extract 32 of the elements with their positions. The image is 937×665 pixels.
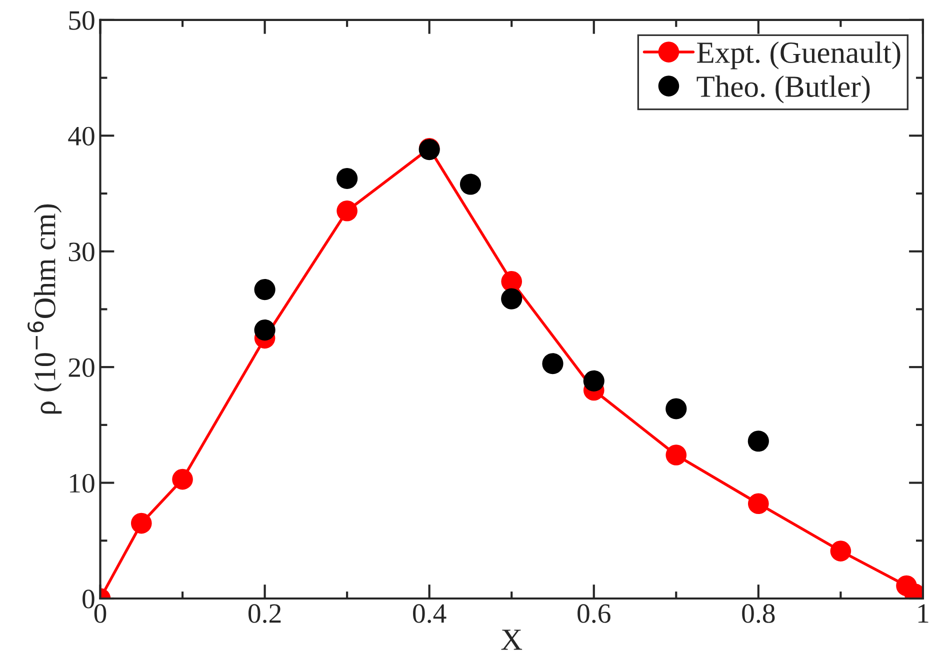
y-tick-label: 50 bbox=[69, 11, 94, 30]
point bbox=[748, 430, 769, 452]
x-tick-label: 1 bbox=[918, 604, 928, 623]
y-tick-label: 30 bbox=[68, 242, 94, 262]
legend-label: Theo. (Butler) bbox=[696, 76, 870, 104]
x-tick-label: 0.4 bbox=[413, 604, 446, 624]
y-tick-label: 10 bbox=[70, 474, 94, 493]
point bbox=[172, 468, 193, 490]
y-axis-title: ρ (10$^{−6}$Ohm cm) bbox=[28, 204, 62, 414]
point bbox=[254, 320, 276, 341]
point bbox=[254, 279, 276, 300]
point bbox=[748, 493, 769, 514]
point bbox=[542, 353, 564, 374]
x-tick-label: 0 bbox=[94, 604, 106, 623]
x-tick-label: 0.2 bbox=[248, 604, 281, 624]
point bbox=[666, 398, 687, 420]
y-tick-label: 20 bbox=[68, 358, 94, 377]
point bbox=[460, 174, 481, 195]
point bbox=[501, 271, 522, 292]
x-axis-title: X bbox=[501, 630, 522, 650]
point bbox=[501, 288, 522, 310]
y-tick-label: 40 bbox=[68, 126, 94, 146]
point bbox=[583, 370, 604, 392]
y-tick-label: 0 bbox=[82, 590, 94, 608]
legend-label: Expt. (Guenault) bbox=[697, 42, 900, 70]
point bbox=[830, 540, 852, 562]
point bbox=[666, 444, 687, 466]
point bbox=[336, 168, 358, 190]
point bbox=[336, 200, 358, 222]
x-tick-label: 0.8 bbox=[742, 604, 775, 624]
point bbox=[130, 512, 152, 534]
x-tick-label: 0.6 bbox=[578, 604, 610, 624]
